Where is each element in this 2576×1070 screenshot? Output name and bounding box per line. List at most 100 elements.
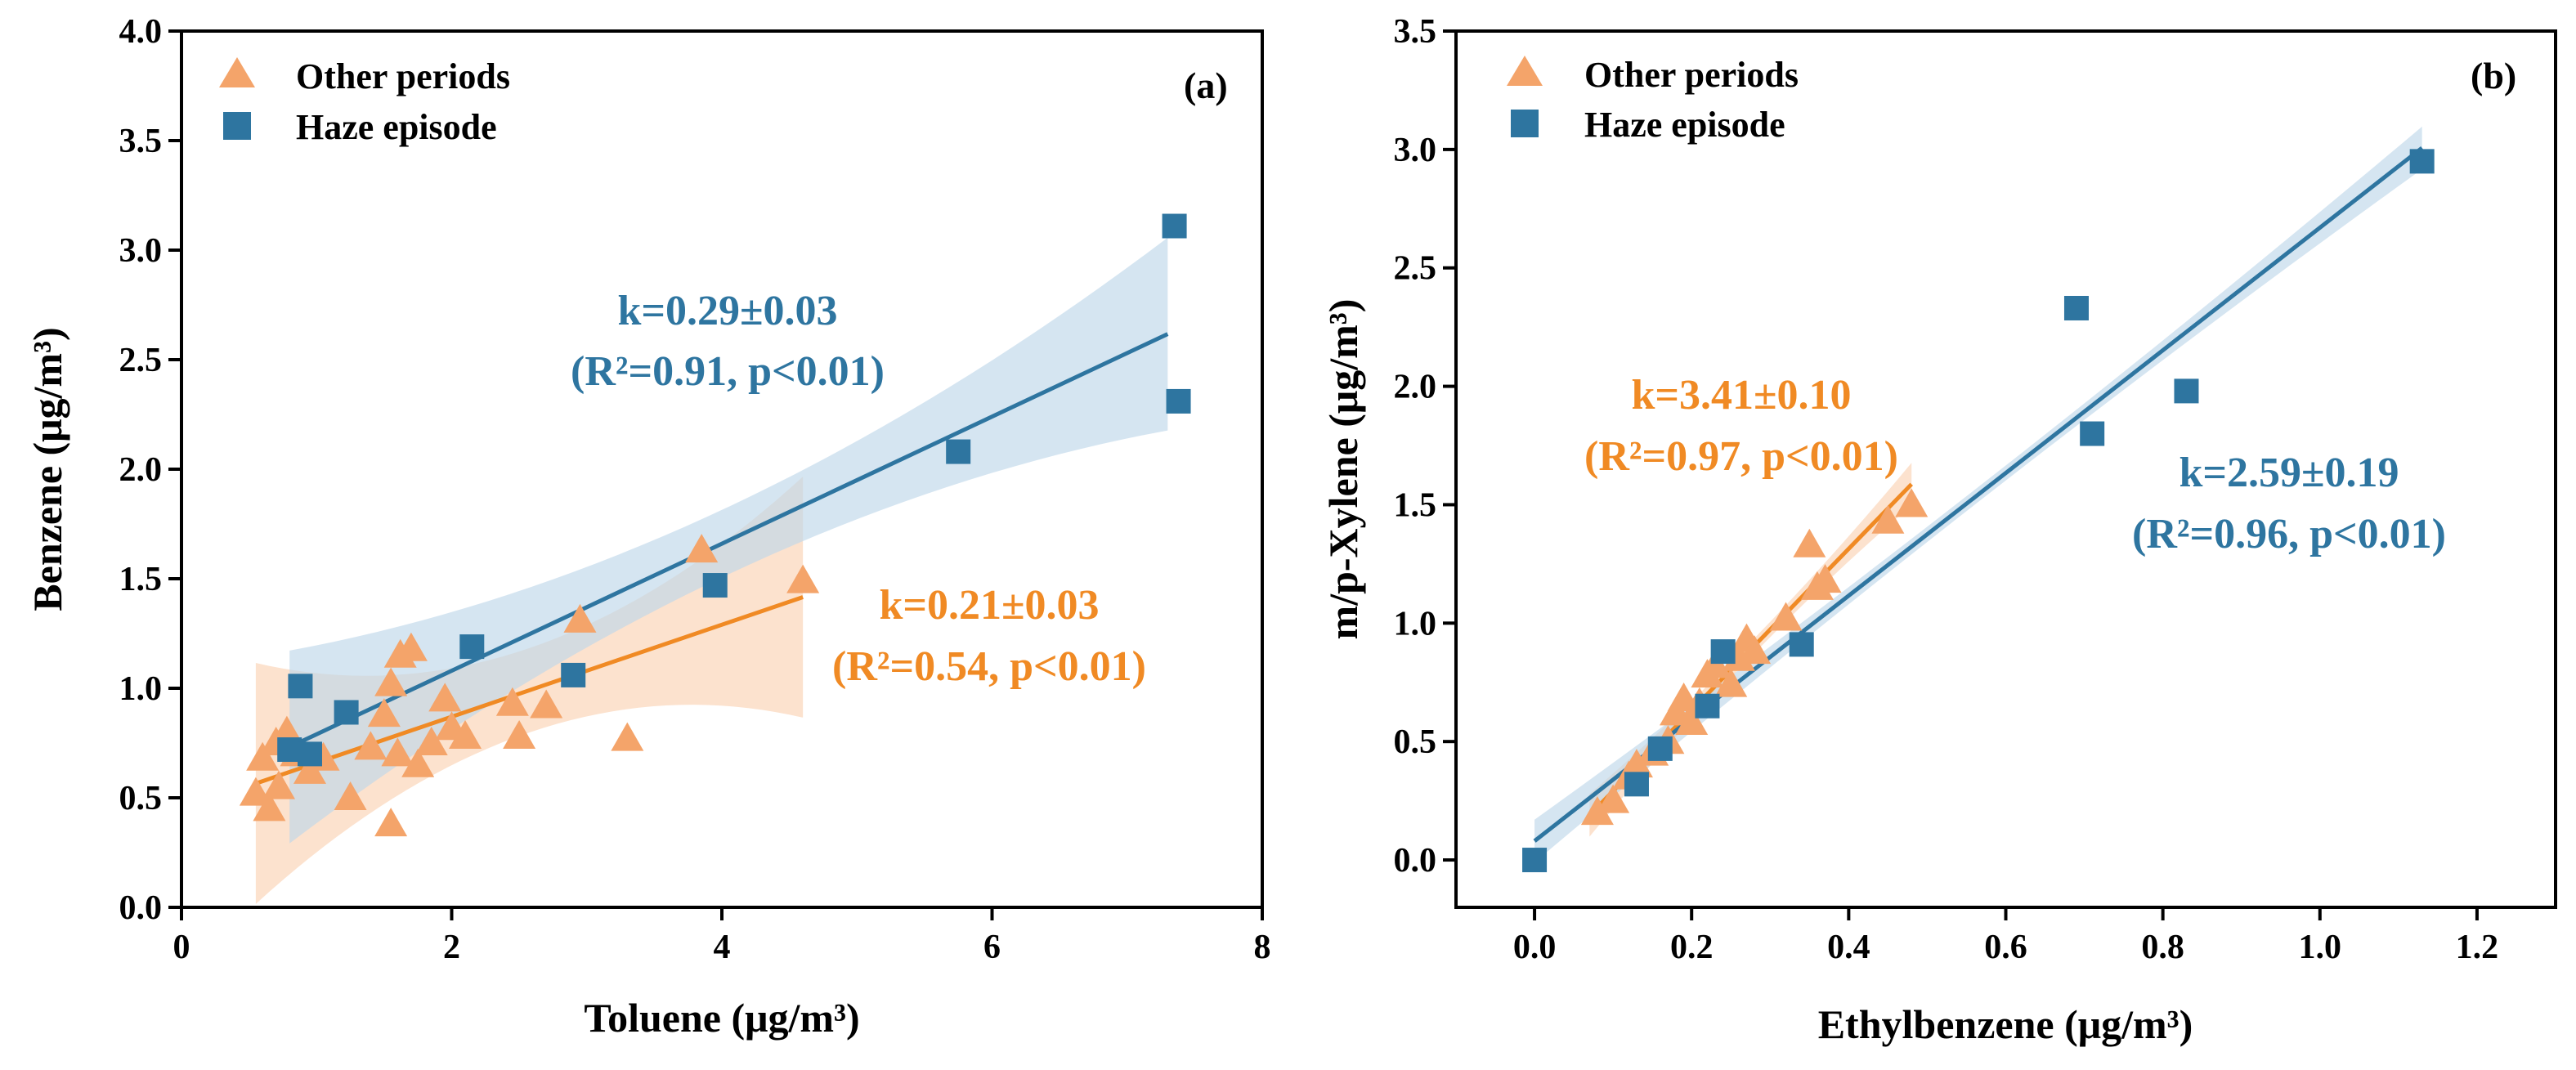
x-tick-label: 8 <box>1254 929 1271 966</box>
other-periods-point <box>503 719 536 749</box>
other-periods-point <box>1738 635 1772 665</box>
panel-a: 0 2 4 6 8 0.0 0.5 1.0 1.5 2.0 2.5 3.0 3.5 4.0 Other … <box>25 13 1271 1041</box>
legend-label-haze-episode: Haze episode <box>296 107 497 147</box>
y-tick-label: 3.0 <box>119 232 163 270</box>
other-periods-point <box>374 667 408 696</box>
haze-fit-stats: (R²=0.96, p<0.01) <box>2132 511 2446 557</box>
haze-fit-slope: k=2.59±0.19 <box>2179 450 2399 496</box>
x-tick-label: 0.2 <box>1670 929 1714 966</box>
y-tick-label: 1.0 <box>1394 605 1437 642</box>
other-fit-stats: (R²=0.97, p<0.01) <box>1584 433 1898 480</box>
other-periods-point <box>1871 504 1905 534</box>
other-periods-point <box>1580 796 1614 826</box>
x-tick-label: 6 <box>983 929 1001 966</box>
x-tick-label: 2 <box>443 929 460 966</box>
x-tick-label: 4 <box>714 929 731 966</box>
y-tick-label: 4.0 <box>119 13 163 51</box>
haze-episode-point <box>1695 693 1720 719</box>
y-tick-label: 3.5 <box>119 123 163 160</box>
other-periods-point <box>246 741 280 771</box>
legend-label-haze-episode: Haze episode <box>1584 105 1785 145</box>
haze-episode-point <box>459 634 485 660</box>
y-axis-title: Benzene (μg/m³) <box>25 327 70 611</box>
x-axis-title: Toluene (μg/m³) <box>584 995 859 1041</box>
x-axis-title: Ethylbenzene (μg/m³) <box>1818 1001 2193 1047</box>
haze-fit-slope: k=0.29±0.03 <box>617 288 837 334</box>
y-tick-label: 0.0 <box>1394 842 1437 880</box>
other-periods-point <box>530 689 563 719</box>
y-tick-label: 1.5 <box>119 561 163 598</box>
other-fit-slope: k=3.41±0.10 <box>1631 372 1851 419</box>
haze-episode-point <box>2174 378 2199 404</box>
legend-label-other-periods: Other periods <box>1584 55 1799 95</box>
other-periods-point <box>374 808 408 837</box>
haze-episode-point <box>1647 736 1673 761</box>
other-fit-line <box>255 595 804 786</box>
legend-triangle-marker <box>219 57 255 87</box>
other-periods-point <box>428 683 462 712</box>
y-tick-label: 0.5 <box>1394 723 1437 761</box>
other-periods-point <box>1793 528 1826 557</box>
y-tick-label: 2.0 <box>1394 369 1437 406</box>
other-periods-point <box>449 719 482 749</box>
y-tick-label: 2.0 <box>119 451 163 489</box>
other-periods-point <box>1714 668 1748 697</box>
other-fit-stats: (R²=0.54, p<0.01) <box>832 643 1146 690</box>
other-periods-point <box>253 792 286 822</box>
other-periods-point <box>381 737 414 767</box>
other-periods-point <box>1675 706 1709 736</box>
haze-episode-point <box>2080 421 2105 446</box>
haze-episode-point <box>2063 295 2089 320</box>
y-axis-title: m/p-Xylene (μg/m³) <box>1320 299 1366 640</box>
x-tick-label: 0.8 <box>2141 929 2184 966</box>
x-tick-label: 1.2 <box>2456 929 2499 966</box>
other-periods-point <box>262 770 295 799</box>
haze-episode-point <box>1624 772 1649 797</box>
y-tick-label: 3.5 <box>1394 13 1437 51</box>
haze-episode-point <box>1789 632 1814 657</box>
haze-episode-point <box>1710 639 1736 665</box>
y-tick-label: 3.0 <box>1394 132 1437 169</box>
panel-label: (b) <box>2471 55 2516 96</box>
haze-episode-point <box>334 700 359 725</box>
haze-episode-point <box>2409 149 2435 174</box>
legend-triangle-marker <box>1507 56 1543 86</box>
legend-label-other-periods: Other periods <box>296 56 510 96</box>
panel-b: 0.0 0.2 0.4 0.6 0.8 1.0 1.2 0.0 0.5 1.0 1.5 2.0 2.5… <box>1320 13 2557 1047</box>
other-periods-point <box>367 698 401 728</box>
legend-square-marker <box>1511 110 1539 137</box>
haze-episode-point <box>297 741 322 767</box>
haze-episode-point <box>1522 848 1548 873</box>
x-tick-label: 0.4 <box>1827 929 1870 966</box>
haze-fit-stats: (R²=0.91, p<0.01) <box>571 348 885 395</box>
other-periods-point <box>401 748 435 777</box>
other-periods-point <box>495 687 529 716</box>
legend-square-marker <box>223 112 251 140</box>
y-tick-label: 2.5 <box>1394 250 1437 288</box>
y-tick-label: 0.0 <box>119 889 163 927</box>
y-tick-label: 1.0 <box>119 670 163 708</box>
haze-episode-point <box>1162 213 1187 239</box>
other-periods-point <box>334 781 367 810</box>
other-periods-point <box>394 632 428 661</box>
other-fit-slope: k=0.21±0.03 <box>879 582 1099 629</box>
haze-episode-point <box>946 439 971 464</box>
haze-episode-point <box>561 662 586 687</box>
x-tick-label: 0.0 <box>1513 929 1557 966</box>
other-periods-point <box>270 715 303 745</box>
other-periods-point <box>354 731 388 760</box>
other-periods-point <box>414 727 448 755</box>
x-tick-label: 1.0 <box>2299 929 2342 966</box>
other-periods-point <box>1808 564 1842 593</box>
y-tick-label: 2.5 <box>119 342 163 379</box>
other-periods-point <box>1769 602 1803 631</box>
x-tick-label: 0.6 <box>1984 929 2027 966</box>
other-periods-point <box>611 722 644 751</box>
haze-episode-point <box>288 674 313 699</box>
y-tick-label: 1.5 <box>1394 486 1437 524</box>
x-tick-label: 0 <box>173 929 190 966</box>
other-periods-point <box>786 564 820 593</box>
panel-label: (a) <box>1184 65 1228 106</box>
other-periods-point <box>685 534 719 563</box>
